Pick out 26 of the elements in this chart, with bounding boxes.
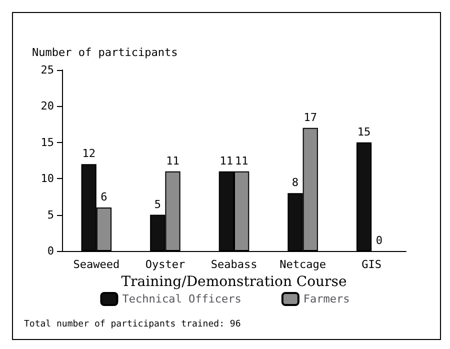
data-label: 11	[166, 154, 180, 168]
x-tick-label: Seabass	[210, 258, 258, 271]
y-tick-label: 0	[47, 244, 54, 258]
data-label: 17	[304, 110, 317, 124]
data-label: 5	[154, 198, 161, 211]
y-tick-label: 20	[40, 100, 54, 113]
x-tick-label: Netcage	[280, 258, 326, 271]
data-label: 0	[376, 234, 382, 247]
y-tick-label: 15	[40, 136, 54, 149]
x-tick-label: GIS	[362, 258, 382, 271]
data-label: 6	[100, 190, 108, 204]
text: Total number of participants trained: 96	[24, 320, 241, 330]
legend-label: Farmers	[303, 292, 350, 306]
x-axis-title: Training/Demonstration Course	[121, 274, 347, 290]
data-label: 8	[292, 176, 299, 190]
y-axis-title: Number of participants	[32, 46, 178, 59]
y-tick-label: 5	[47, 208, 54, 222]
x-tick-label: Seaweed	[73, 258, 120, 271]
data-label: 11	[220, 154, 234, 168]
data-label: 12	[82, 147, 96, 160]
y-tick-label: 25	[40, 64, 54, 76]
data-label: 15	[357, 125, 371, 138]
x-tick-label: Oyster	[145, 258, 186, 271]
data-label: 11	[234, 154, 248, 168]
legend-label: Technical Officers	[122, 292, 242, 306]
y-tick-label: 10	[40, 172, 54, 186]
